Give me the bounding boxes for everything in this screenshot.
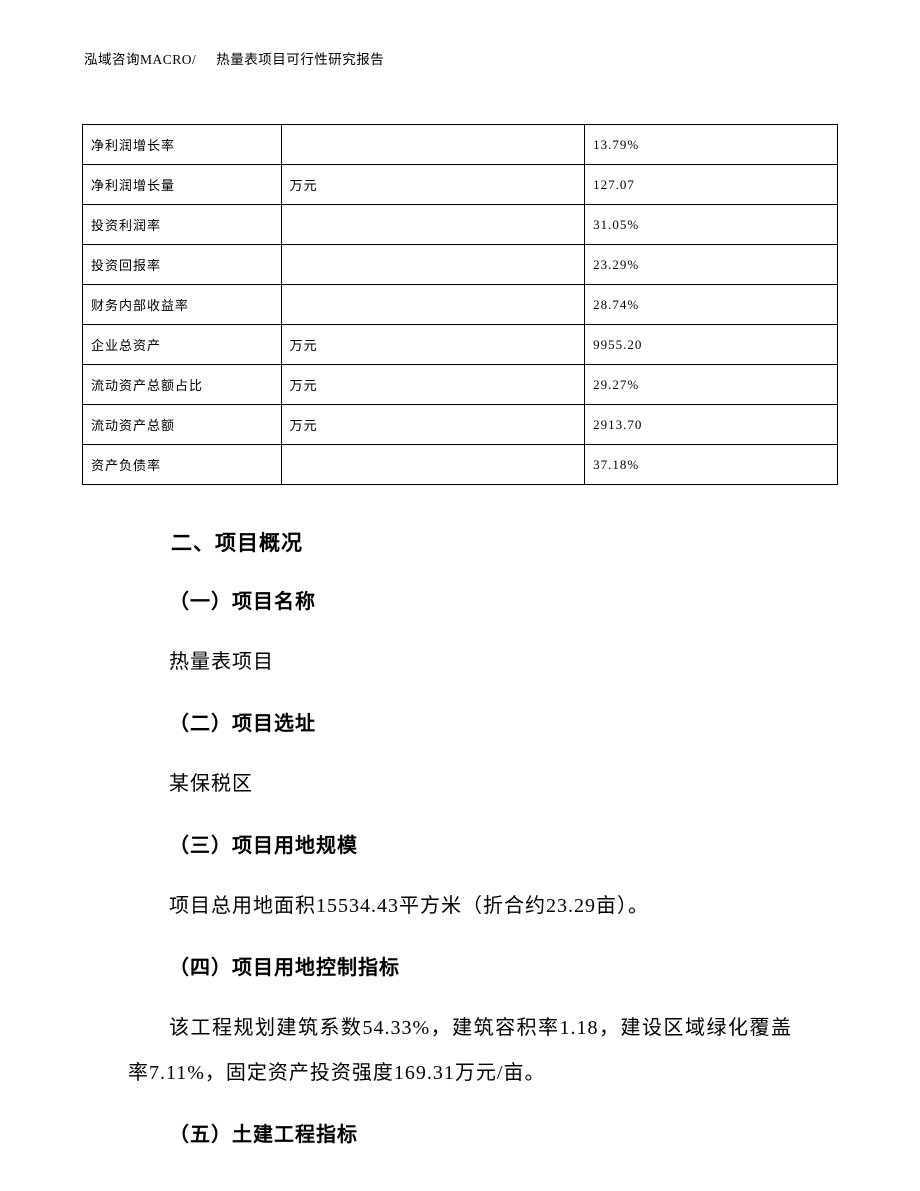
cell-value: 9955.20 [585,325,838,365]
cell-value: 37.18% [585,445,838,485]
cell-unit: 万元 [281,365,585,405]
subsection-heading: （四）项目用地控制指标 [128,951,792,980]
subsection-heading: （五）土建工程指标 [128,1118,792,1147]
section-title: 二、项目概况 [128,527,792,557]
subsection-body: 热量表项目 [128,640,792,685]
table-row: 投资回报率 23.29% [83,245,838,285]
table-row: 投资利润率 31.05% [83,205,838,245]
cell-unit [281,245,585,285]
cell-name: 净利润增长量 [83,165,282,205]
cell-name: 净利润增长率 [83,125,282,165]
cell-unit [281,445,585,485]
cell-unit [281,125,585,165]
cell-unit [281,285,585,325]
subsection-body: 某保税区 [128,762,792,807]
cell-name: 企业总资产 [83,325,282,365]
subsection-heading: （一）项目名称 [128,585,792,614]
cell-value: 23.29% [585,245,838,285]
cell-name: 流动资产总额占比 [83,365,282,405]
subsection-heading: （三）项目用地规模 [128,829,792,858]
cell-name: 财务内部收益率 [83,285,282,325]
cell-value: 29.27% [585,365,838,405]
cell-name: 流动资产总额 [83,405,282,445]
cell-name: 资产负债率 [83,445,282,485]
subsection-body: 该工程规划建筑系数54.33%，建筑容积率1.18，建设区域绿化覆盖率7.11%… [128,1006,792,1096]
cell-unit: 万元 [281,325,585,365]
cell-name: 投资回报率 [83,245,282,285]
cell-value: 127.07 [585,165,838,205]
cell-value: 31.05% [585,205,838,245]
cell-unit: 万元 [281,405,585,445]
page-header: 泓域咨询MACRO/ 热量表项目可行性研究报告 [84,48,838,68]
table-row: 净利润增长率 13.79% [83,125,838,165]
cell-value: 2913.70 [585,405,838,445]
table-row: 流动资产总额 万元 2913.70 [83,405,838,445]
page: 泓域咨询MACRO/ 热量表项目可行性研究报告 净利润增长率 13.79% 净利… [0,0,920,1191]
header-doc-title: 热量表项目可行性研究报告 [216,52,384,67]
cell-value: 13.79% [585,125,838,165]
content-area: 二、项目概况 （一）项目名称 热量表项目 （二）项目选址 某保税区 （三）项目用… [82,527,838,1147]
table-row: 净利润增长量 万元 127.07 [83,165,838,205]
subsection-heading: （二）项目选址 [128,707,792,736]
table-row: 资产负债率 37.18% [83,445,838,485]
cell-unit: 万元 [281,165,585,205]
cell-unit [281,205,585,245]
indicators-table: 净利润增长率 13.79% 净利润增长量 万元 127.07 投资利润率 31.… [82,124,838,485]
header-company: 泓域咨询MACRO/ [84,52,196,67]
table-row: 流动资产总额占比 万元 29.27% [83,365,838,405]
table-row: 企业总资产 万元 9955.20 [83,325,838,365]
table-row: 财务内部收益率 28.74% [83,285,838,325]
cell-value: 28.74% [585,285,838,325]
subsection-body: 项目总用地面积15534.43平方米（折合约23.29亩）。 [128,884,792,929]
cell-name: 投资利润率 [83,205,282,245]
